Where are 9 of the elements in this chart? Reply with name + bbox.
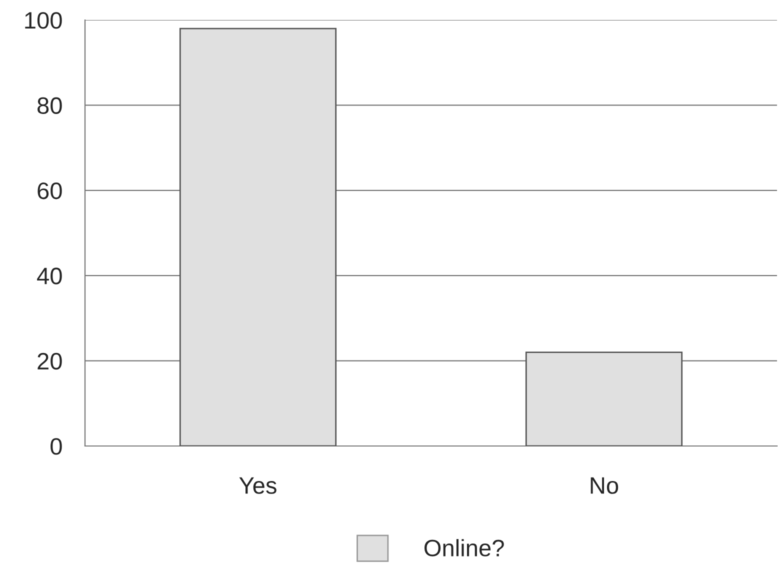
y-tick-label: 0 xyxy=(50,438,62,455)
legend-label: Online? xyxy=(424,539,504,556)
y-tick-label: 40 xyxy=(37,268,62,284)
y-tick-label: 80 xyxy=(38,97,62,114)
y-tick-label: 20 xyxy=(38,352,62,370)
y-tick-label: 100 xyxy=(25,12,62,29)
y-tick-label: 60 xyxy=(38,182,62,200)
x-tick-label: Yes xyxy=(239,477,276,494)
x-tick-label: No xyxy=(590,477,618,494)
